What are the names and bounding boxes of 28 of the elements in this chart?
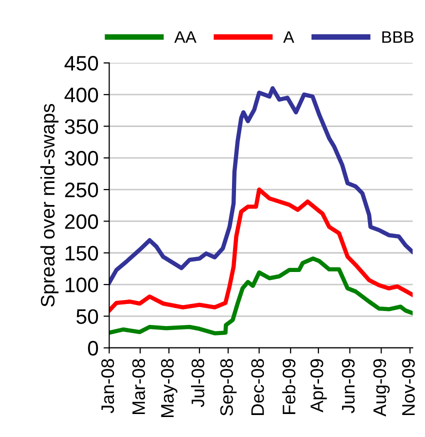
x-tick-label: Nov-09 xyxy=(402,359,415,415)
legend-label: A xyxy=(283,31,294,43)
y-tick-label: 250 xyxy=(65,182,98,198)
y-tick-label: 400 xyxy=(64,88,98,102)
y-tick-label: 300 xyxy=(64,150,98,166)
line-series xyxy=(109,256,413,336)
x-tick-label: Jul-08 xyxy=(191,359,204,408)
y-tick-label: 450 xyxy=(64,56,98,71)
y-tick-label: 150 xyxy=(66,246,98,261)
x-tick-label: Jan-08 xyxy=(101,359,114,414)
line-series xyxy=(109,187,413,313)
y-tick-label: 200 xyxy=(65,214,98,229)
y-tick-label: 350 xyxy=(64,119,98,134)
x-tick-label: Mar-08 xyxy=(132,359,146,414)
y-tick-label: 100 xyxy=(66,278,98,292)
legend-label: AA xyxy=(174,31,196,43)
x-tick-label: Dec-08 xyxy=(251,359,264,415)
y-tick-label: 50 xyxy=(76,309,98,324)
x-tick-label: Feb-09 xyxy=(282,359,296,414)
legend-label: BBB xyxy=(382,31,414,43)
x-tick-label: Apr-09 xyxy=(310,359,327,412)
x-tick-label: Sep-08 xyxy=(220,359,237,416)
y-axis-title: Spread over mid-swaps xyxy=(40,104,58,307)
x-tick-label: Aug-09 xyxy=(373,359,390,416)
y-tick-label: 0 xyxy=(88,340,98,356)
x-tick-label: May-08 xyxy=(160,359,178,417)
line-series xyxy=(109,86,413,285)
x-tick-label: Jun-09 xyxy=(342,359,355,414)
